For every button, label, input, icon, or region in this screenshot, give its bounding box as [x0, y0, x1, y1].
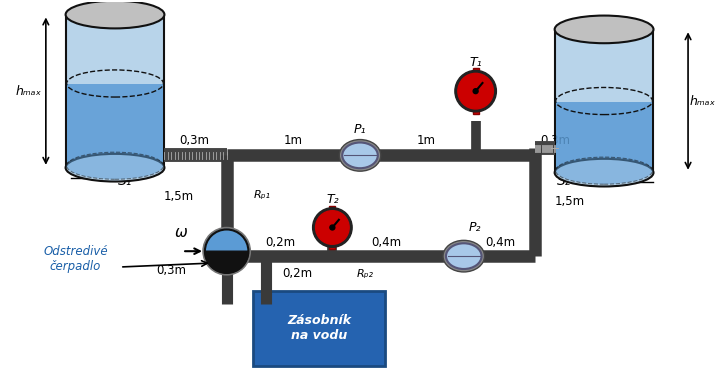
- FancyBboxPatch shape: [556, 102, 652, 172]
- FancyBboxPatch shape: [473, 108, 479, 114]
- Text: 0,3m: 0,3m: [179, 134, 209, 147]
- FancyBboxPatch shape: [329, 243, 336, 249]
- Circle shape: [455, 70, 496, 112]
- Circle shape: [313, 208, 352, 247]
- Text: 0,3m: 0,3m: [540, 134, 570, 147]
- Ellipse shape: [342, 142, 378, 168]
- FancyBboxPatch shape: [66, 14, 164, 168]
- Text: Odstredivé
čerpadlo: Odstredivé čerpadlo: [43, 245, 108, 273]
- Text: T₂: T₂: [326, 193, 338, 206]
- Text: 1m: 1m: [417, 134, 436, 147]
- Text: 0,2m: 0,2m: [265, 236, 295, 249]
- Ellipse shape: [443, 240, 485, 272]
- Text: Rₚ₁: Rₚ₁: [253, 190, 270, 200]
- Text: T₁: T₁: [470, 56, 482, 69]
- Ellipse shape: [66, 1, 164, 29]
- Polygon shape: [205, 251, 248, 273]
- Text: 0,3m: 0,3m: [156, 264, 186, 277]
- Text: 0,4m: 0,4m: [371, 236, 402, 249]
- FancyBboxPatch shape: [67, 85, 163, 167]
- Circle shape: [458, 73, 493, 109]
- Ellipse shape: [67, 152, 163, 179]
- Text: hₘₐₓ: hₘₐₓ: [16, 85, 42, 98]
- Text: P₂: P₂: [469, 221, 481, 234]
- Text: S₂: S₂: [556, 174, 571, 188]
- Text: 0,4m: 0,4m: [485, 236, 516, 249]
- Ellipse shape: [555, 159, 653, 187]
- Text: P₁: P₁: [353, 123, 366, 136]
- Circle shape: [473, 89, 478, 93]
- FancyBboxPatch shape: [329, 206, 336, 212]
- Ellipse shape: [339, 139, 381, 171]
- Text: 1,5m: 1,5m: [555, 195, 585, 208]
- Text: 0,2m: 0,2m: [282, 267, 313, 280]
- FancyBboxPatch shape: [473, 68, 479, 74]
- FancyBboxPatch shape: [555, 29, 653, 173]
- Text: V₂(t): V₂(t): [592, 165, 619, 178]
- FancyBboxPatch shape: [253, 291, 385, 366]
- Ellipse shape: [66, 154, 164, 181]
- Text: 1m: 1m: [283, 134, 303, 147]
- Ellipse shape: [556, 157, 652, 184]
- Text: ω: ω: [175, 225, 188, 240]
- Circle shape: [203, 227, 250, 275]
- Text: S₁: S₁: [118, 174, 133, 188]
- Circle shape: [330, 225, 335, 230]
- Text: Rₚ₂: Rₚ₂: [357, 269, 374, 279]
- Text: V₁(t): V₁(t): [70, 162, 98, 175]
- Ellipse shape: [446, 243, 482, 269]
- Ellipse shape: [555, 16, 653, 43]
- Text: 1,5m: 1,5m: [164, 190, 194, 203]
- Text: Zásobník
na vodu: Zásobník na vodu: [287, 314, 351, 342]
- Circle shape: [315, 211, 349, 244]
- Text: hₘₐₓ: hₘₐₓ: [690, 95, 716, 108]
- Polygon shape: [205, 230, 248, 251]
